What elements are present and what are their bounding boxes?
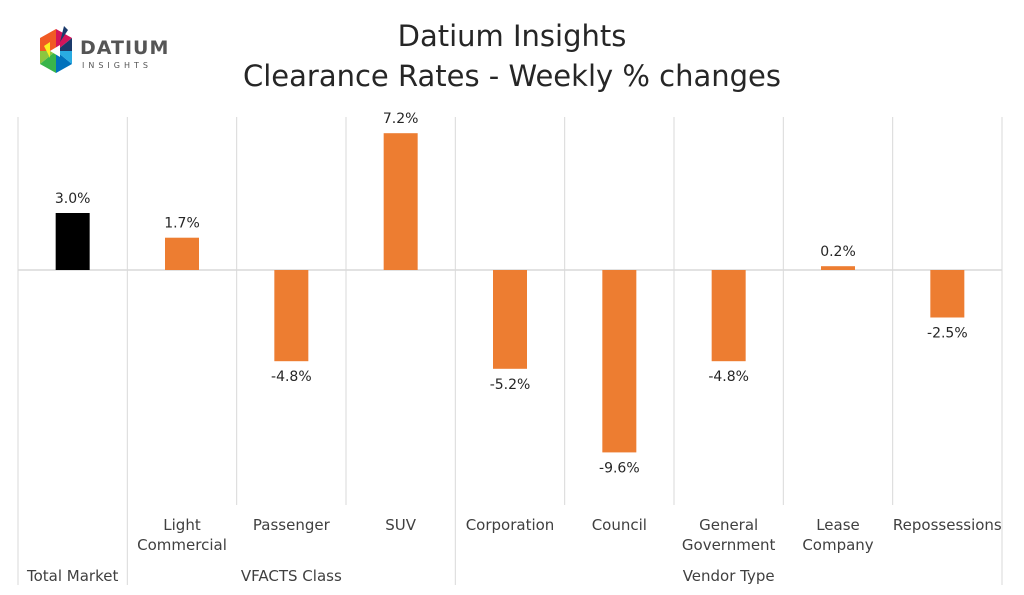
category-label: Commercial bbox=[137, 536, 227, 554]
category-label: Lease bbox=[816, 516, 860, 534]
bar-light-commercial bbox=[165, 237, 199, 270]
chart-title: Datium Insights bbox=[398, 19, 627, 53]
bar-corporation bbox=[493, 270, 527, 369]
data-label: -5.2% bbox=[490, 377, 531, 393]
group-label: Total Market bbox=[26, 567, 118, 585]
data-label: 7.2% bbox=[383, 111, 419, 127]
data-label: -2.5% bbox=[927, 326, 968, 342]
category-label: Corporation bbox=[466, 516, 555, 534]
data-label: 3.0% bbox=[55, 191, 91, 207]
bar-repossessions bbox=[930, 270, 965, 318]
bar-total-market bbox=[55, 213, 90, 270]
category-label: Passenger bbox=[253, 516, 331, 534]
data-label: 0.2% bbox=[820, 244, 856, 260]
category-label: Council bbox=[592, 516, 647, 534]
category-label: Light bbox=[163, 516, 201, 534]
logo-text-sub: INSIGHTS bbox=[82, 61, 152, 70]
bar-lease-company bbox=[821, 266, 855, 270]
bar-suv bbox=[383, 133, 418, 270]
category-label: Government bbox=[682, 536, 776, 554]
category-label: SUV bbox=[385, 516, 417, 534]
group-label: Vendor Type bbox=[683, 567, 775, 585]
bar-general-government bbox=[711, 270, 746, 362]
chart-subtitle: Clearance Rates - Weekly % changes bbox=[243, 59, 781, 93]
bar-passenger bbox=[274, 270, 309, 362]
data-label: -9.6% bbox=[599, 460, 640, 476]
bar-council bbox=[602, 270, 637, 453]
logo-text-main: DATIUM bbox=[80, 37, 169, 59]
category-label: Repossessions bbox=[893, 516, 1002, 534]
datium-logo: DATIUM INSIGHTS bbox=[36, 24, 186, 80]
data-label: -4.8% bbox=[271, 369, 312, 385]
category-label: Company bbox=[802, 536, 873, 554]
group-label: VFACTS Class bbox=[241, 567, 342, 585]
category-label: General bbox=[699, 516, 758, 534]
data-label: 1.7% bbox=[164, 216, 200, 232]
data-label: -4.8% bbox=[708, 369, 749, 385]
